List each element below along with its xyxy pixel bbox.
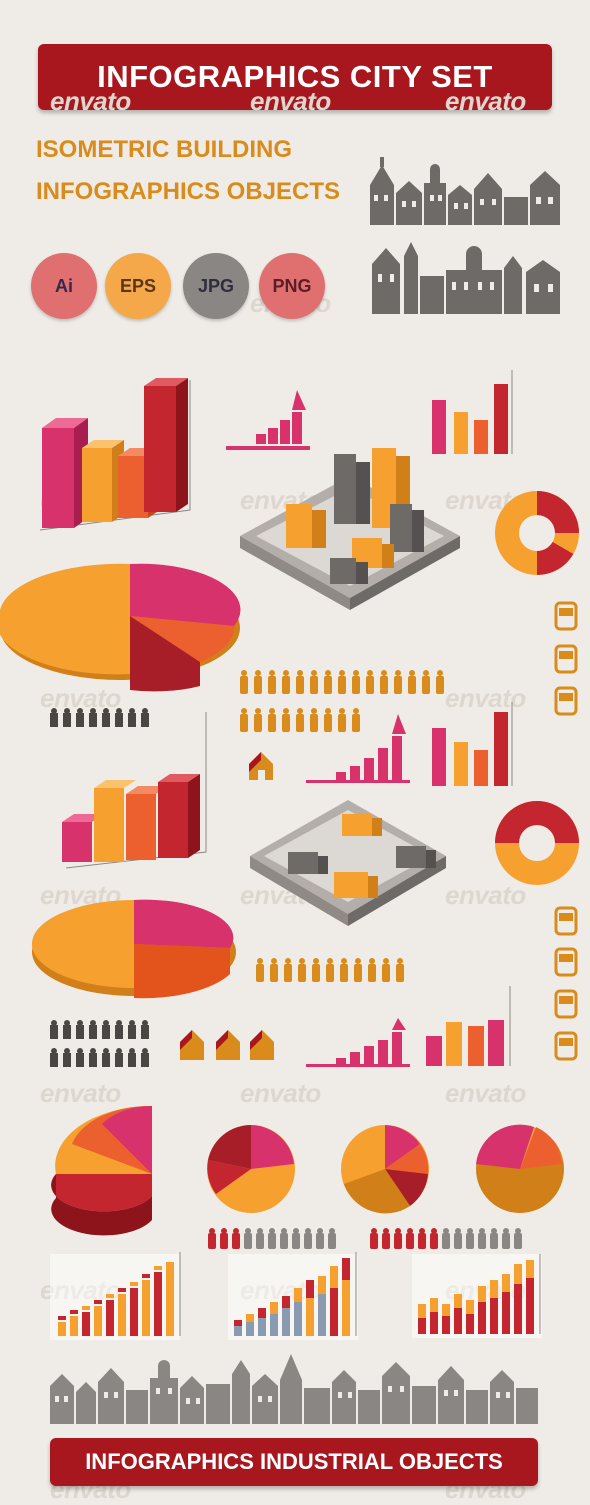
people-row-small-1 <box>50 708 149 727</box>
donut-chart-1 <box>495 491 579 576</box>
people-grid-small <box>50 1020 149 1067</box>
skyline-panorama-icon <box>50 1354 538 1424</box>
bar-chart-3d-2 <box>62 712 207 869</box>
pie-chart-flat-3 <box>476 1124 564 1213</box>
growth-bars-2-icon <box>306 714 410 783</box>
stacked-bar-chart-2 <box>228 1252 358 1340</box>
watermark: envato <box>240 1078 321 1108</box>
isometric-city-block-2 <box>250 800 446 926</box>
watermark: envato <box>445 1078 526 1108</box>
house-icon <box>249 752 273 780</box>
format-badge-eps: EPS <box>105 253 171 319</box>
bus-icons-column-2 <box>554 906 578 1061</box>
growth-bars-3-icon <box>306 1018 410 1067</box>
pie-chart-3d-2 <box>31 899 236 999</box>
format-badge-jpg: JPG <box>183 253 249 319</box>
badge-label: Ai <box>55 276 73 296</box>
growth-bars-icon <box>226 390 310 450</box>
watermark: envato <box>50 86 131 116</box>
houses-icons <box>180 1030 274 1060</box>
people-row-3 <box>256 958 404 982</box>
bar-chart-3d-1 <box>39 378 191 531</box>
pie-chart-flat-1 <box>207 1125 295 1213</box>
bus-icons-column-1 <box>554 601 578 716</box>
subtitle-line-1: ISOMETRIC BUILDING <box>36 136 292 163</box>
badge-label: JPG <box>197 276 235 296</box>
badge-label: EPS <box>119 276 157 296</box>
bar-chart-flat-1 <box>432 370 513 454</box>
people-row-1 <box>240 670 444 694</box>
header-banner: INFOGRAPHICS CITY SET <box>38 44 552 110</box>
bar-chart-flat-2 <box>432 702 513 786</box>
badge-label: PNG <box>272 276 312 296</box>
people-row-4 <box>208 1228 336 1249</box>
footer-banner: INFOGRAPHICS INDUSTRIAL OBJECTS <box>50 1438 538 1486</box>
footer-title: INFOGRAPHICS INDUSTRIAL OBJECTS <box>85 1449 503 1474</box>
watermark: envato <box>445 683 526 713</box>
people-row-2 <box>240 708 360 732</box>
subtitle-line-2: INFOGRAPHICS OBJECTS <box>36 178 341 205</box>
format-badge-png: PNG <box>259 253 325 319</box>
people-row-5 <box>370 1228 522 1249</box>
pie-chart-3d-3 <box>51 1105 152 1236</box>
isometric-city-block-1 <box>240 448 460 610</box>
stacked-bar-chart-1 <box>50 1252 181 1340</box>
skyline-icon-2 <box>372 242 560 314</box>
watermark: envato <box>40 1078 121 1108</box>
stacked-bar-chart-3 <box>412 1254 542 1338</box>
watermark: envato <box>445 86 526 116</box>
pie-chart-3d-1 <box>0 563 241 692</box>
watermark: envato <box>250 86 331 116</box>
format-badge-ai: Ai <box>31 253 97 319</box>
watermark: envato <box>40 683 121 713</box>
pie-chart-flat-2 <box>341 1125 429 1214</box>
bar-chart-flat-3 <box>426 986 511 1066</box>
skyline-icon-1 <box>370 157 560 225</box>
header-title: INFOGRAPHICS CITY SET <box>97 59 493 94</box>
donut-chart-2 <box>495 801 579 885</box>
watermark: envato <box>445 880 526 910</box>
